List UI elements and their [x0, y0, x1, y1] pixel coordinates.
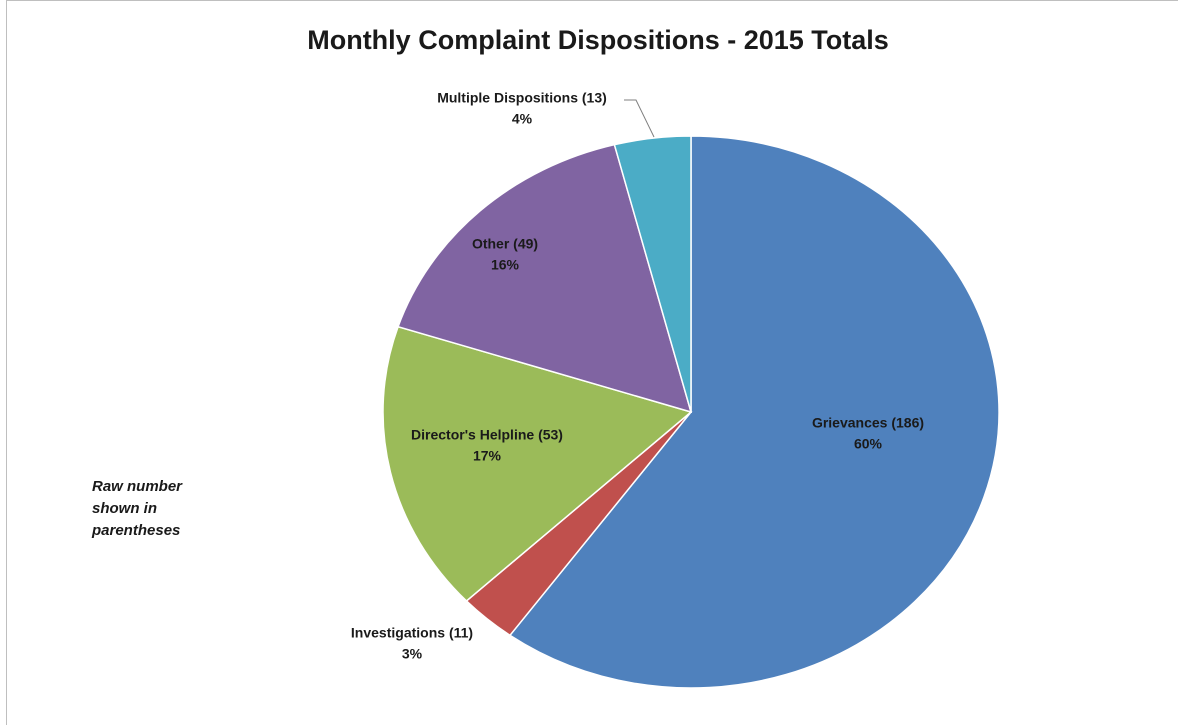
chart-title: Monthly Complaint Dispositions - 2015 To… — [307, 25, 889, 55]
chart-border — [6, 0, 1178, 725]
pie-slice — [613, 135, 692, 413]
slice-label: Multiple Dispositions (13) — [437, 90, 607, 106]
slice-label: Other (49) — [472, 236, 538, 252]
value-label: 16% — [491, 257, 520, 273]
slice-label: Grievances (186) — [812, 415, 924, 431]
slice-label: Director's Helpline (53) — [411, 427, 563, 443]
annotation: Raw number shown in parentheses — [92, 478, 183, 539]
slice-label: Investigations (11) — [351, 625, 473, 641]
value-label: 17% — [473, 448, 502, 464]
leader-line — [624, 99, 655, 138]
value-label: 4% — [512, 111, 533, 127]
pie-slice — [508, 135, 1000, 689]
pie-slice — [397, 143, 693, 414]
pie-slice — [382, 325, 693, 602]
pie — [382, 135, 1000, 689]
value-label: 3% — [402, 646, 423, 662]
value-label: 60% — [854, 436, 883, 452]
